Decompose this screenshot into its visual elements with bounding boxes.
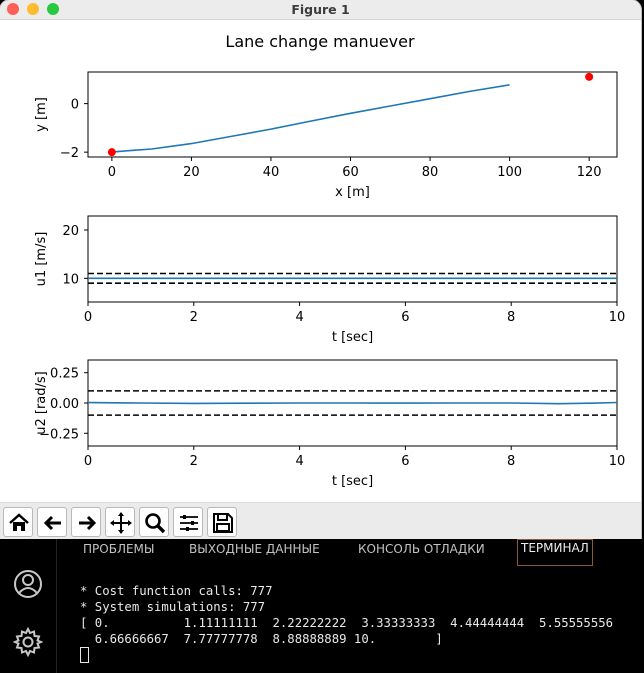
waypoint-marker — [107, 148, 116, 157]
tab-debug-console[interactable]: КОНСОЛЬ ОТЛАДКИ — [358, 542, 485, 556]
home-button[interactable] — [3, 507, 33, 537]
x-tick-label: 4 — [295, 310, 303, 325]
terminal-line: 6.66666667 7.77777778 8.88888889 10. ] — [80, 632, 443, 646]
terminal-line: [ 0. 1.11111111 2.22222222 3.33333333 4.… — [80, 616, 614, 630]
x-tick-label: 6 — [401, 310, 409, 325]
zoom-window-button[interactable] — [47, 3, 59, 15]
x-tick-label: 8 — [507, 454, 515, 469]
configure-subplots-icon — [180, 515, 198, 531]
x-tick-label: 10 — [609, 310, 626, 325]
y-axis-label: y [m] — [34, 97, 49, 132]
configure-subplots-button[interactable] — [173, 507, 203, 537]
terminal-output[interactable]: * Cost function calls: 777 * System simul… — [80, 583, 613, 664]
tab-output[interactable]: ВЫХОДНЫЕ ДАННЫЕ — [189, 542, 320, 556]
x-tick-label: 100 — [497, 165, 522, 180]
y-tick-label: 0.25 — [50, 367, 79, 382]
x-tick-label: 8 — [507, 310, 515, 325]
x-tick-label: 4 — [295, 454, 303, 469]
y-tick-label: 20 — [62, 224, 79, 239]
account-icon[interactable] — [13, 569, 43, 599]
x-tick-label: 40 — [263, 165, 280, 180]
terminal-line: * System simulations: 777 — [80, 600, 266, 614]
pan-button[interactable] — [105, 507, 135, 537]
x-axis-label: t [sec] — [332, 330, 373, 345]
series-line — [111, 84, 510, 153]
y-tick-label: −2 — [60, 146, 79, 161]
x-axis-label: t [sec] — [332, 474, 373, 489]
tab-problems[interactable]: ПРОБЛЕМЫ — [83, 542, 155, 556]
x-tick-label: 0 — [84, 454, 92, 469]
x-tick-label: 0 — [108, 165, 116, 180]
activity-bar — [0, 539, 57, 673]
axes-frame — [87, 215, 618, 303]
u1-axes: 0 2 4 6 8 10 10 20 t [sec] u1 [m/s] — [34, 215, 626, 345]
x-tick-label: 2 — [190, 310, 198, 325]
title-bar: Figure 1 — [0, 0, 641, 20]
matplotlib-toolbar — [0, 502, 641, 539]
pan-icon — [110, 512, 132, 534]
close-window-button[interactable] — [7, 3, 19, 15]
x-tick-label: 6 — [401, 454, 409, 469]
x-axis-label: x [m] — [335, 185, 370, 200]
figure-canvas: Lane change manuever 0 20 40 60 80 100 120−20x… — [34, 32, 626, 489]
zoom-button[interactable] — [139, 507, 169, 537]
forward-button[interactable] — [71, 507, 101, 537]
x-tick-label: 0 — [84, 310, 92, 325]
u2-axes: 0 2 4 6 8 10 0.25 0.00 −0.25 t [sec] u2 [rad/s] — [34, 359, 626, 489]
tab-terminal[interactable]: ТЕРМИНАЛ — [517, 539, 593, 566]
y-tick-label: 0.00 — [50, 397, 79, 412]
series-line — [87, 401, 618, 405]
zoom-icon — [145, 513, 166, 534]
x-tick-label: 120 — [577, 165, 602, 180]
y-tick-label: 0 — [71, 98, 79, 113]
back-icon — [43, 515, 61, 531]
home-icon — [9, 513, 29, 531]
waypoint-marker — [585, 72, 594, 81]
settings-gear-icon[interactable] — [13, 627, 43, 657]
terminal-cursor — [80, 647, 89, 663]
x-tick-label: 10 — [609, 454, 626, 469]
axes-frame — [87, 71, 618, 158]
x-tick-label: 80 — [422, 165, 439, 180]
terminal-line: * Cost function calls: 777 — [80, 584, 273, 598]
trajectory-axes: 0 20 40 60 80 100 120 −2 0 x [m] y [m] — [34, 71, 618, 200]
x-tick-label: 20 — [183, 165, 200, 180]
vscode-panel: ПРОБЛЕМЫ ВЫХОДНЫЕ ДАННЫЕ КОНСОЛЬ ОТЛАДКИ… — [0, 539, 644, 673]
figure-window: Figure 1 Lane change manuever 0 20 40 60 80 1… — [0, 0, 641, 539]
x-tick-label: 2 — [190, 454, 198, 469]
forward-icon — [79, 515, 97, 531]
save-icon — [213, 513, 233, 533]
x-tick-label: 60 — [342, 165, 359, 180]
figure-title: Lane change manuever — [225, 32, 415, 51]
back-button[interactable] — [37, 507, 67, 537]
save-button[interactable] — [207, 507, 237, 537]
y-tick-label: −0.25 — [39, 427, 79, 442]
y-axis-label: u2 [rad/s] — [34, 371, 49, 435]
y-axis-label: u1 [m/s] — [34, 232, 49, 287]
window-title: Figure 1 — [291, 2, 350, 17]
y-tick-label: 10 — [62, 272, 79, 287]
minimize-window-button[interactable] — [27, 3, 39, 15]
